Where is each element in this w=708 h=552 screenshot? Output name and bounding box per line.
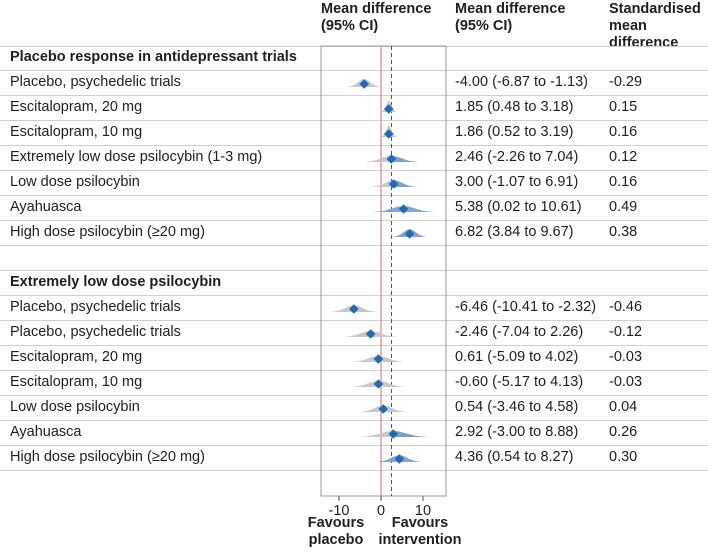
density-curve-tail <box>391 155 418 162</box>
point-estimate-diamond <box>394 454 405 464</box>
row-divider <box>0 370 708 371</box>
favours-intervention-line-1: Favours <box>391 515 449 531</box>
standardised-mean-difference: -0.12 <box>609 324 643 340</box>
row-divider <box>0 170 708 171</box>
favours-intervention-line-2: intervention <box>378 532 462 548</box>
row-divider <box>0 320 708 321</box>
row-label: Extremely low dose psilocybin (1-3 mg) <box>10 149 263 165</box>
mean-difference-ci: 5.38 (0.02 to 10.61) <box>455 199 582 215</box>
row-divider <box>0 345 708 346</box>
standardised-mean-difference: 0.26 <box>609 424 638 440</box>
density-curve-tail <box>391 431 427 437</box>
point-estimate-diamond <box>373 379 384 389</box>
row-divider <box>0 270 708 271</box>
row-divider <box>0 295 708 296</box>
mean-difference-ci: 0.54 (-3.46 to 4.58) <box>455 399 579 415</box>
row-divider <box>0 445 708 446</box>
plot-frame <box>320 45 447 497</box>
mean-difference-ci: 2.92 (-3.00 to 8.88) <box>455 424 579 440</box>
row-divider <box>0 145 708 146</box>
x-tick-label: 0 <box>377 503 385 519</box>
point-estimate-diamond <box>359 79 369 89</box>
smd-header-line-1: Standardised <box>609 1 701 17</box>
mean-difference-ci: -6.46 (-10.41 to -2.32) <box>455 299 597 315</box>
mean-difference-ci: -4.00 (-6.87 to -1.13) <box>455 74 588 90</box>
point-estimate-diamond <box>383 104 394 114</box>
row-label: Escitalopram, 20 mg <box>10 99 143 115</box>
point-estimate-diamond <box>388 179 399 189</box>
smd-header-line-2: mean <box>609 18 647 34</box>
standardised-mean-difference: -0.03 <box>609 374 643 390</box>
section-title: Extremely low dose psilocybin <box>10 274 222 290</box>
mean-difference-ci: -0.60 (-5.17 to 4.13) <box>455 374 584 390</box>
row-divider <box>0 95 708 96</box>
standardised-mean-difference: -0.03 <box>609 349 643 365</box>
row-divider <box>0 70 708 71</box>
point-estimate-diamond <box>404 229 415 239</box>
row-divider <box>0 470 708 471</box>
row-divider <box>0 420 708 421</box>
row-label: High dose psilocybin (≥20 mg) <box>10 449 205 465</box>
md-column-header: Mean difference (95% CI) <box>455 1 565 35</box>
standardised-mean-difference: 0.38 <box>609 224 638 240</box>
row-label: Low dose psilocybin <box>10 399 140 415</box>
standardised-mean-difference: 0.49 <box>609 199 638 215</box>
row-label: Escitalopram, 20 mg <box>10 349 143 365</box>
point-estimate-diamond <box>386 154 397 164</box>
mean-difference-ci: 1.86 (0.52 to 3.19) <box>455 124 574 140</box>
mean-difference-ci: 0.61 (-5.09 to 4.02) <box>455 349 579 365</box>
row-label: Escitalopram, 10 mg <box>10 374 143 390</box>
standardised-mean-difference: -0.29 <box>609 74 643 90</box>
row-label: Placebo, psychedelic trials <box>10 299 181 315</box>
point-estimate-diamond <box>378 404 389 414</box>
mean-difference-ci: 6.82 (3.84 to 9.67) <box>455 224 574 240</box>
mean-difference-ci: -2.46 (-7.04 to 2.26) <box>455 324 584 340</box>
x-tick-label: 10 <box>415 503 431 519</box>
plot-header-line-2: (95% CI) <box>321 18 379 34</box>
favours-placebo-line-1: Favours <box>307 515 365 531</box>
standardised-mean-difference: -0.46 <box>609 299 643 315</box>
mean-difference-ci: 1.85 (0.48 to 3.18) <box>455 99 574 115</box>
row-divider <box>0 245 708 246</box>
mean-difference-ci: 2.46 (-2.26 to 7.04) <box>455 149 579 165</box>
density-curve-tail <box>391 180 416 187</box>
smd-column-header: Standardised mean difference <box>609 1 701 52</box>
row-label: Placebo, psychedelic trials <box>10 74 181 90</box>
row-label: Escitalopram, 10 mg <box>10 124 143 140</box>
standardised-mean-difference: 0.15 <box>609 99 638 115</box>
plot-column-header: Mean difference (95% CI) <box>321 1 431 35</box>
point-estimate-diamond <box>365 329 376 339</box>
mean-difference-ci: 4.36 (0.54 to 8.27) <box>455 449 574 465</box>
standardised-mean-difference: 0.04 <box>609 399 638 415</box>
section-title: Placebo response in antidepressant trial… <box>10 49 297 65</box>
standardised-mean-difference: 0.16 <box>609 124 638 140</box>
smd-header-line-3: difference <box>609 35 679 51</box>
favours-intervention-label: Favours intervention <box>370 515 470 549</box>
favours-placebo-line-2: placebo <box>308 532 364 548</box>
plot-header-line-1: Mean difference <box>321 1 432 17</box>
md-header-line-2: (95% CI) <box>455 18 513 34</box>
point-estimate-diamond <box>373 354 384 364</box>
row-divider <box>0 195 708 196</box>
standardised-mean-difference: 0.30 <box>609 449 638 465</box>
row-label: Ayahuasca <box>10 424 82 440</box>
favours-placebo-label: Favours placebo <box>298 515 374 549</box>
mean-difference-ci: 3.00 (-1.07 to 6.91) <box>455 174 579 190</box>
row-label: High dose psilocybin (≥20 mg) <box>10 224 205 240</box>
point-estimate-diamond <box>384 129 394 139</box>
point-estimate-diamond <box>349 304 359 314</box>
point-estimate-diamond <box>398 204 409 214</box>
x-tick-label: -10 <box>329 503 350 519</box>
md-header-line-1: Mean difference <box>455 1 566 17</box>
row-label: Placebo, psychedelic trials <box>10 324 181 340</box>
standardised-mean-difference: 0.16 <box>609 174 638 190</box>
row-divider <box>0 120 708 121</box>
standardised-mean-difference: 0.12 <box>609 149 638 165</box>
row-divider <box>0 395 708 396</box>
point-estimate-diamond <box>388 429 399 439</box>
row-label: Low dose psilocybin <box>10 174 140 190</box>
row-divider <box>0 220 708 221</box>
row-label: Ayahuasca <box>10 199 82 215</box>
